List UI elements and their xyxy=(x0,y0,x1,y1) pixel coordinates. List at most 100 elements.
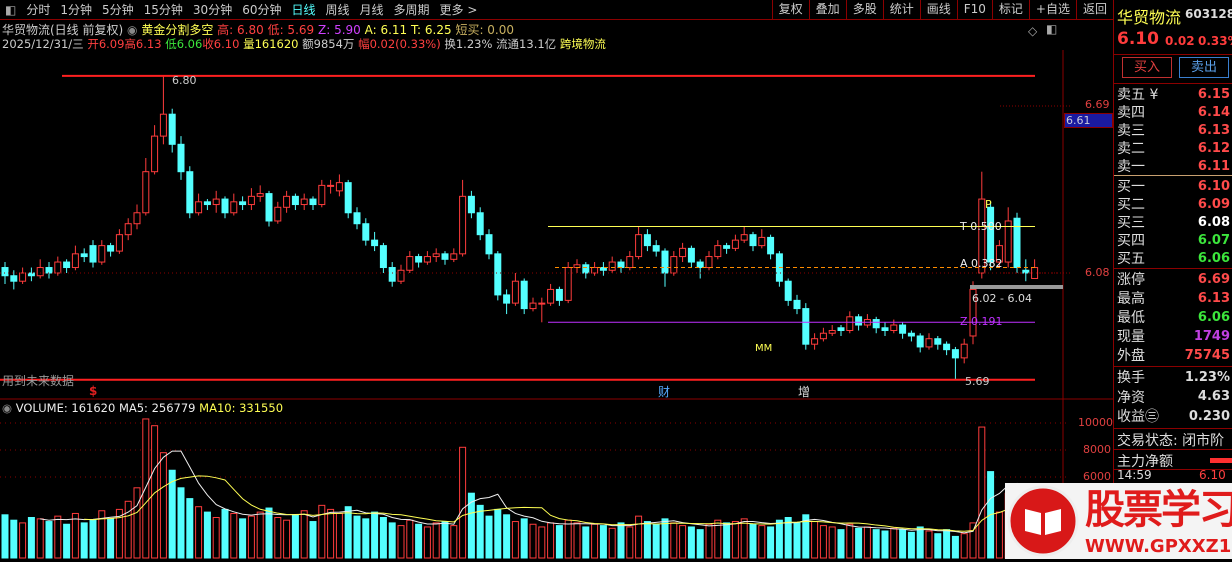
candle-body xyxy=(749,234,757,247)
candle-body xyxy=(784,280,792,301)
row-label: 买二 xyxy=(1117,197,1145,213)
period-tab[interactable]: 周线 xyxy=(325,3,350,17)
price-change-pct: 0.33% xyxy=(1198,34,1232,48)
watermark-logo: 股票学习站 WWW.GPXXZ1.COM xyxy=(1005,483,1232,559)
row-value: 6.12 xyxy=(1197,140,1230,156)
candle-body xyxy=(441,253,449,260)
candle-body xyxy=(450,253,458,260)
volume-bar xyxy=(652,523,660,559)
period-tab[interactable]: 分时 xyxy=(26,3,51,17)
volume-bar xyxy=(318,504,326,559)
price-change: 0.02 xyxy=(1165,34,1195,48)
row-value: 6.11 xyxy=(1197,158,1230,174)
main-flow-label: 主力净额 xyxy=(1117,454,1173,470)
kline-chart[interactable] xyxy=(0,0,1113,559)
layout-icon[interactable]: ◧ xyxy=(1046,22,1058,36)
row-label: 净资 xyxy=(1117,389,1145,406)
volume-bar xyxy=(19,522,27,559)
candle-body xyxy=(71,253,79,269)
diamond-icon[interactable]: ◇ xyxy=(1028,24,1038,38)
sector-link[interactable]: 跨境物流 xyxy=(559,37,606,51)
toolbar-action-button[interactable]: 多股 xyxy=(845,0,883,20)
volume-bar xyxy=(467,492,475,559)
ma5-value: MA5: 256779 xyxy=(118,401,196,415)
period-tab[interactable]: 日线 xyxy=(291,3,316,17)
volume-bar xyxy=(283,519,291,559)
volume-bar xyxy=(846,523,854,559)
period-tab[interactable]: 更多 > xyxy=(439,3,478,17)
panel-toggle-icon[interactable]: ◧ xyxy=(5,2,17,17)
period-tab[interactable]: 月线 xyxy=(359,3,384,17)
candle-body xyxy=(635,234,643,258)
volume-bar xyxy=(344,506,352,559)
candle-body xyxy=(195,201,203,214)
candle-body xyxy=(151,135,159,173)
toolbar-action-button[interactable]: F10 xyxy=(956,0,992,20)
candle-body xyxy=(274,206,282,222)
volume-bar xyxy=(890,527,898,559)
toolbar-action-button[interactable]: 叠加 xyxy=(808,0,846,20)
volume-bar xyxy=(177,487,185,559)
toolbar-action-button[interactable]: +自选 xyxy=(1028,0,1076,20)
candle-body xyxy=(802,308,810,345)
z-value: Z: 5.90 xyxy=(317,23,361,37)
volume-bar xyxy=(212,517,220,559)
candle-body xyxy=(872,319,880,329)
sell-button[interactable]: 卖出 xyxy=(1179,57,1229,78)
vol-axis-6000: 6000 xyxy=(1083,470,1111,483)
buy-button[interactable]: 买入 xyxy=(1122,57,1172,78)
period-tab[interactable]: 多周期 xyxy=(393,3,430,17)
candle-body xyxy=(379,245,387,269)
volume-bar xyxy=(582,526,590,559)
candle-body xyxy=(564,267,572,301)
tick-time: 14:59 xyxy=(1117,468,1152,482)
indicator-name[interactable]: 黄金分割多空 xyxy=(141,23,214,37)
volume-bar xyxy=(415,523,423,559)
candle-body xyxy=(837,327,845,331)
row-label: 卖四 xyxy=(1117,105,1145,121)
toolbar-action-button[interactable]: 画线 xyxy=(919,0,957,20)
candle-body xyxy=(758,236,766,247)
future-data-warning: 用到未来数据 xyxy=(2,374,75,388)
toolbar-action-button[interactable]: 标记 xyxy=(991,0,1029,20)
finance-marker[interactable]: 财 xyxy=(658,385,671,399)
trade-status: 交易状态: 闭市阶 xyxy=(1117,433,1225,449)
increase-marker[interactable]: 增 xyxy=(798,385,811,399)
toolbar-action-button[interactable]: 复权 xyxy=(771,0,809,20)
dividend-marker[interactable]: $ xyxy=(89,384,98,398)
candle-body xyxy=(98,245,106,263)
row-value: 75745 xyxy=(1184,347,1230,363)
volume-bar xyxy=(195,506,203,559)
bids-row: 买三 6.08 xyxy=(1117,213,1230,232)
volume-bar xyxy=(784,517,792,559)
candle-body xyxy=(723,245,731,249)
period-tab[interactable]: 60分钟 xyxy=(242,3,282,17)
candle-body xyxy=(617,261,625,269)
row-value: 0.230 xyxy=(1188,408,1230,424)
candle-body xyxy=(696,261,704,269)
toolbar-action-button[interactable]: 统计 xyxy=(882,0,920,20)
close: 收6.10 xyxy=(202,37,240,51)
candle-body xyxy=(494,253,502,296)
toolbar-action-button[interactable]: 返回 xyxy=(1075,0,1113,20)
volume-bar xyxy=(159,452,167,559)
t-level-label: T 0.500 xyxy=(960,220,1002,233)
collapse-icon[interactable]: ◉ xyxy=(2,401,13,415)
candle-body xyxy=(230,201,238,214)
candle-body xyxy=(925,338,933,348)
candle-body xyxy=(538,302,546,305)
candle-body xyxy=(599,267,607,271)
period-tab[interactable]: 5分钟 xyxy=(102,3,134,17)
period-tab[interactable]: 30分钟 xyxy=(192,3,233,17)
period-tab[interactable]: 15分钟 xyxy=(143,3,183,17)
volume-bar xyxy=(811,521,819,559)
indicator-dropdown-icon[interactable]: ◉ xyxy=(127,23,138,37)
candle-body xyxy=(731,239,739,249)
volume-bar xyxy=(203,511,211,559)
stats-row: 涨停 6.69 xyxy=(1117,270,1230,289)
volume-bar xyxy=(71,512,79,559)
volume-bar xyxy=(133,487,141,559)
period-tab[interactable]: 1分钟 xyxy=(60,3,92,17)
volume-bar xyxy=(934,533,942,559)
volume-bar xyxy=(335,512,343,559)
